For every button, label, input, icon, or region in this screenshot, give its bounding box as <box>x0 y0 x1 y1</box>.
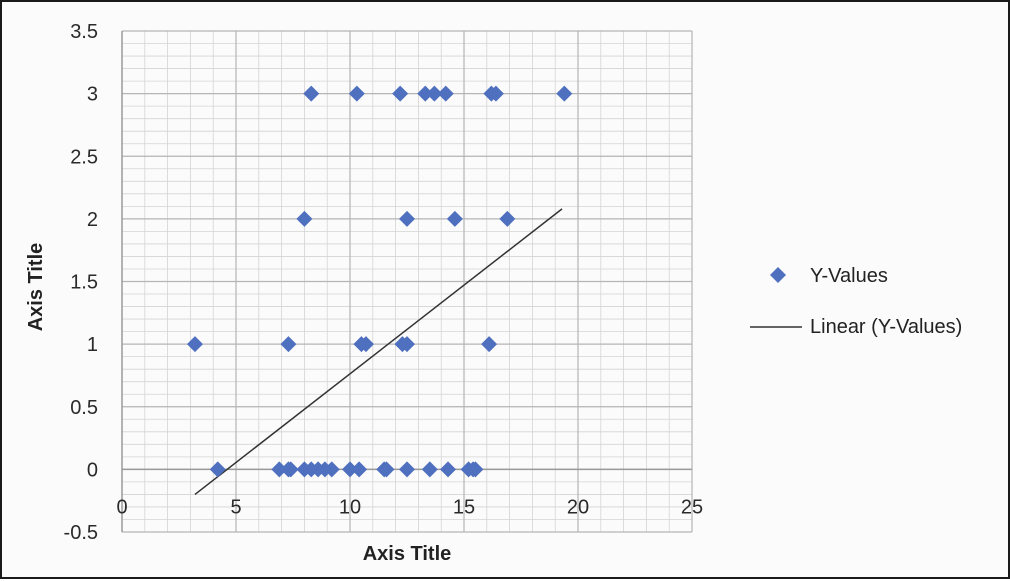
legend-diamond-marker <box>770 267 786 283</box>
trendline-segment <box>194 208 563 496</box>
data-point <box>323 461 340 478</box>
y-tick-label: 0 <box>87 459 98 481</box>
data-point <box>282 461 299 478</box>
x-axis-title: Axis Title <box>363 543 452 565</box>
x-tick-label: 5 <box>230 496 241 518</box>
data-point <box>417 85 434 102</box>
legend: Y-Values Linear (Y-Values) <box>750 265 962 338</box>
data-point <box>351 461 368 478</box>
y-tick-label: -0.5 <box>64 522 98 544</box>
x-tick-labels: 0 5 10 15 20 25 <box>116 496 703 518</box>
y-tick-label: 3.5 <box>70 21 98 43</box>
data-point <box>303 85 320 102</box>
y-tick-label: 3 <box>87 84 98 106</box>
data-point <box>186 336 203 353</box>
y-axis-title: Axis Title <box>25 243 47 332</box>
data-point <box>357 336 374 353</box>
data-point <box>280 336 297 353</box>
data-point <box>399 461 415 478</box>
data-point <box>467 461 484 478</box>
data-point <box>342 461 358 478</box>
x-tick-label: 20 <box>567 496 589 518</box>
data-point <box>348 85 365 102</box>
data-point <box>296 210 313 227</box>
data-point <box>446 210 463 227</box>
data-point <box>426 85 443 102</box>
y-tick-label: 0.5 <box>70 397 98 419</box>
trendline <box>194 208 563 496</box>
x-tick-label: 25 <box>681 496 703 518</box>
data-point <box>499 210 516 227</box>
legend-label-linear: Linear (Y-Values) <box>810 316 962 338</box>
y-tick-labels: -0.5 0 0.5 1 1.5 2 2.5 3 3.5 <box>64 21 98 544</box>
data-point <box>487 85 504 102</box>
y-tick-label: 2 <box>87 209 98 231</box>
data-point <box>392 85 409 102</box>
y-tick-label: 2.5 <box>70 146 98 168</box>
data-point <box>481 336 498 353</box>
data-point <box>271 461 288 478</box>
data-point <box>209 461 226 478</box>
y-tick-label: 1 <box>87 334 98 356</box>
legend-label-y-values: Y-Values <box>810 265 888 287</box>
data-point <box>399 336 415 353</box>
data-points <box>186 85 573 478</box>
x-tick-label: 10 <box>339 496 361 518</box>
data-point <box>437 85 454 102</box>
data-point <box>556 85 573 102</box>
data-point <box>378 461 395 478</box>
data-point <box>421 461 438 478</box>
x-tick-label: 15 <box>453 496 475 518</box>
data-point <box>440 461 457 478</box>
x-tick-label: 0 <box>116 496 127 518</box>
y-tick-label: 1.5 <box>70 272 98 294</box>
data-point <box>399 210 415 227</box>
